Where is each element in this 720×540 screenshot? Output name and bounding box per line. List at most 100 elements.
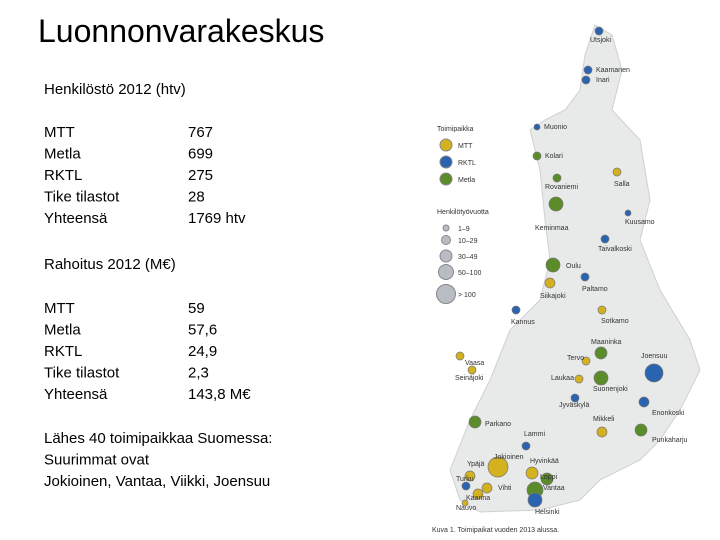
value: 59: [188, 300, 205, 317]
place-label: Taivalkoski: [598, 246, 632, 253]
office-dot: [634, 423, 648, 437]
place-label: Utsjoki: [590, 37, 611, 44]
place-label: Joensuu: [641, 353, 668, 360]
label: RKTL: [44, 167, 82, 184]
value: 24,9: [188, 343, 217, 360]
place-label: Inari: [596, 77, 610, 84]
legend-label: RKTL: [458, 160, 476, 167]
office-dot: [545, 257, 561, 273]
value: 699: [188, 146, 213, 163]
office-dot: [552, 173, 562, 183]
office-dot: [455, 351, 465, 361]
office-dot: [540, 472, 554, 486]
office-dot: [570, 393, 580, 403]
place-label: Ypäjä: [467, 461, 484, 468]
office-dot: [594, 26, 604, 36]
office-dot: [596, 426, 608, 438]
place-label: Siikajoki: [540, 293, 566, 300]
value: 275: [188, 167, 213, 184]
office-dot: [533, 123, 541, 131]
place-label: Jokioinen: [494, 454, 524, 461]
place-label: Nauvo: [456, 505, 476, 512]
legend-dot: [438, 264, 454, 280]
place-label: Vihti: [498, 485, 512, 492]
place-label: Kannus: [511, 319, 535, 326]
place-label: Helsinki: [535, 509, 560, 516]
office-dot: [638, 396, 650, 408]
caption: Kuva 1. Toimipaikat vuoden 2013 alussa.: [432, 527, 559, 534]
place-label: Kaamanen: [596, 67, 630, 74]
place-label: Vaasa: [465, 360, 484, 367]
legend-dot: [439, 172, 453, 186]
value: 143,8 M€: [188, 386, 251, 403]
place-label: Kaarina: [466, 495, 490, 502]
office-dot: [481, 482, 493, 494]
place-label: Paltamo: [582, 286, 608, 293]
office-dot: [600, 234, 610, 244]
label: MTT: [44, 300, 75, 317]
office-dot: [468, 415, 482, 429]
heading: Henkilöstö 2012 (htv): [44, 81, 186, 98]
office-dot: [532, 151, 542, 161]
office-dot: [464, 470, 476, 482]
place-label: Vantaa: [543, 485, 565, 492]
office-dot: [581, 356, 591, 366]
place-label: Oulu: [566, 263, 581, 270]
legend-label: 50–100: [458, 270, 481, 277]
label: Tike tilastot: [44, 189, 120, 206]
note-line: Suurimmat ovat: [44, 452, 150, 469]
place-label: Rovaniemi: [545, 184, 579, 191]
office-dot: [548, 196, 564, 212]
legend-title: Toimipaikka: [437, 126, 474, 133]
place-label: Tervo: [567, 355, 584, 362]
finland-map: [449, 24, 701, 513]
label: Metla: [44, 322, 81, 339]
legend-dot: [439, 138, 453, 152]
place-label: Salla: [614, 181, 630, 188]
place-label: Kuusamo: [625, 219, 655, 226]
place-label: Lammi: [524, 431, 545, 438]
legend-label: MTT: [458, 143, 473, 150]
label: Yhteensä: [44, 386, 108, 403]
legend-label: 10–29: [458, 238, 478, 245]
office-dot: [597, 305, 607, 315]
legend-label: Metla: [458, 177, 475, 184]
place-label: Suonenjoki: [593, 386, 628, 393]
title: Luonnonvarakeskus: [38, 13, 324, 49]
office-dot: [594, 346, 608, 360]
value: 767: [188, 124, 213, 141]
legend-label: > 100: [458, 292, 476, 299]
place-label: Seinäjoki: [455, 375, 484, 382]
office-dot: [644, 363, 664, 383]
legend-label: 30–49: [458, 254, 478, 261]
office-dot: [581, 75, 591, 85]
office-dot: [472, 488, 484, 500]
place-label: Jyväskylä: [559, 402, 589, 409]
value: 1769 htv: [188, 210, 246, 227]
label: MTT: [44, 124, 75, 141]
place-label: Maaninka: [591, 339, 621, 346]
office-dot: [612, 167, 622, 177]
legend-dot: [441, 235, 451, 245]
label: Yhteensä: [44, 210, 108, 227]
place-label: Laukaa: [551, 375, 574, 382]
heading: Rahoitus 2012 (M€): [44, 256, 176, 273]
legend-title: Henkilötyövuotta: [437, 209, 489, 216]
legend-dot: [439, 155, 453, 169]
legend-dot: [442, 224, 450, 232]
place-label: Punkaharju: [652, 437, 688, 444]
office-dot: [525, 466, 539, 480]
office-dot: [461, 499, 469, 507]
place-label: Hyvinkää: [530, 458, 559, 465]
office-dot: [467, 365, 477, 375]
office-dot: [574, 374, 584, 384]
office-dot: [593, 370, 609, 386]
office-dot: [511, 305, 521, 315]
office-dot: [580, 272, 590, 282]
office-dot: [527, 492, 543, 508]
place-label: Muonio: [544, 124, 567, 131]
office-dot: [487, 456, 509, 478]
value: 28: [188, 189, 205, 206]
place-label: Loppi: [540, 474, 558, 481]
